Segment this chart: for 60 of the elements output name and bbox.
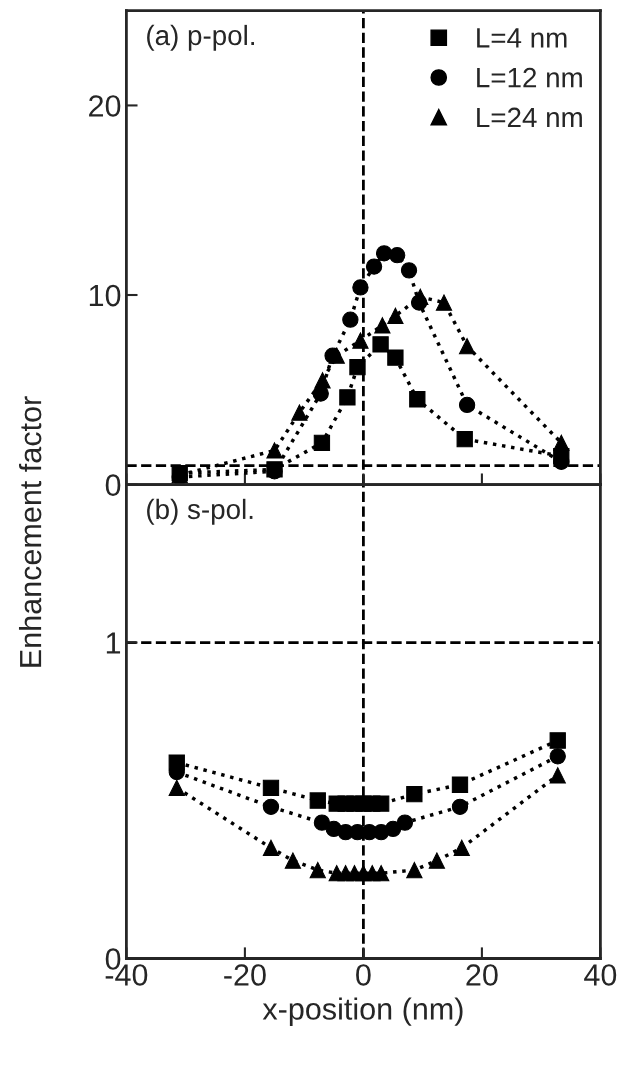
point <box>373 865 390 882</box>
point <box>313 814 331 831</box>
point <box>365 258 383 275</box>
x-tick-label: -20 <box>224 964 266 986</box>
point <box>549 748 566 765</box>
y-tick-label: 1 <box>106 632 121 654</box>
point <box>400 262 418 279</box>
annotation: (a) p-pol. <box>147 24 254 51</box>
point <box>352 332 369 349</box>
x-tick-label: 20 <box>466 964 498 986</box>
point <box>451 798 469 815</box>
point <box>435 294 453 311</box>
point <box>352 279 369 296</box>
point <box>458 396 476 414</box>
point <box>374 317 391 334</box>
point <box>458 338 476 355</box>
point <box>549 732 566 749</box>
point <box>384 820 402 838</box>
y-tick-label: 0 <box>105 474 121 496</box>
point <box>262 798 280 815</box>
legend-label: L=24 nm <box>477 107 582 128</box>
point <box>549 767 566 784</box>
x-tick-label: 0 <box>356 964 371 986</box>
point <box>375 245 393 262</box>
x-axis-title: x-position (nm) <box>262 997 463 1026</box>
point <box>456 430 473 448</box>
annotation: (b) s-pol. <box>147 498 253 525</box>
point <box>349 358 366 376</box>
point <box>373 795 390 812</box>
point <box>284 852 302 869</box>
point <box>339 389 356 406</box>
point <box>328 347 345 364</box>
point <box>553 434 570 452</box>
point <box>309 792 326 809</box>
point <box>387 349 404 366</box>
point <box>262 839 280 857</box>
point <box>453 839 470 857</box>
legend-label: L=12 nm <box>477 67 582 88</box>
y-tick-label: 20 <box>89 95 121 117</box>
point <box>451 776 469 793</box>
y-axis-title: Enhancement factor <box>18 396 42 667</box>
point <box>262 779 280 797</box>
point <box>406 861 423 879</box>
legend-label: L=4 nm <box>477 28 567 48</box>
point <box>313 434 331 452</box>
point <box>389 247 406 264</box>
y-tick-label: 10 <box>89 284 121 307</box>
point <box>428 852 446 869</box>
point <box>406 786 423 803</box>
point <box>291 404 308 421</box>
point <box>342 311 359 328</box>
point <box>396 814 414 831</box>
point <box>309 861 326 879</box>
point <box>387 307 404 325</box>
point <box>168 779 185 797</box>
point <box>266 442 283 459</box>
point <box>409 391 426 408</box>
x-tick-label: 40 <box>584 964 617 986</box>
point <box>314 372 331 389</box>
point <box>372 336 389 353</box>
